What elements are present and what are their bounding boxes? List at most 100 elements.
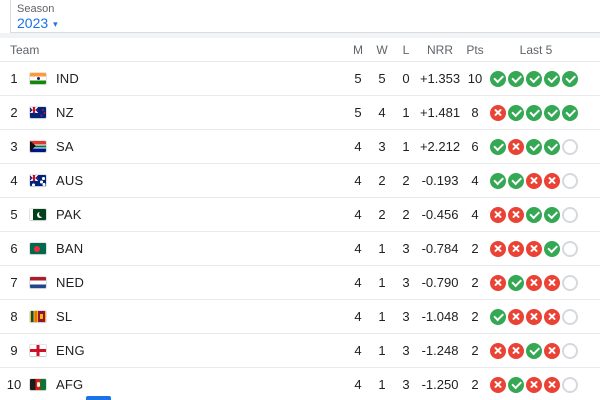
last5-results: [488, 70, 584, 87]
wins-value: 3: [378, 139, 386, 154]
result-icon: [508, 274, 524, 291]
last5-results: [488, 240, 584, 257]
result-icon: [490, 206, 506, 223]
flag-cell: [28, 345, 56, 356]
points-value: 2: [471, 275, 479, 290]
table-row[interactable]: 9 ENG 4 1 3 -1.248 2: [0, 334, 600, 368]
season-selector[interactable]: Season 2023 ▾: [10, 0, 600, 33]
result-icon: [562, 206, 578, 223]
result-icon: [562, 376, 578, 393]
result-icon: [526, 70, 542, 87]
last5-results: [488, 342, 584, 359]
table-row[interactable]: 4 AUS 4 2 2 -0.193 4: [0, 164, 600, 198]
result-icon: [508, 138, 524, 155]
wins-value: 1: [378, 309, 386, 324]
table-row[interactable]: 8 SL 4 1 3 -1.048 2: [0, 300, 600, 334]
team-flag-icon: [30, 345, 46, 356]
points-value: 2: [471, 309, 479, 324]
flag-cell: [28, 277, 56, 288]
wins-value: 2: [378, 173, 386, 188]
matches-value: 4: [354, 173, 362, 188]
wins-value: 4: [378, 105, 386, 120]
matches-value: 4: [354, 275, 362, 290]
partial-tab-indicator: [86, 396, 111, 400]
wins-value: 5: [378, 71, 386, 86]
points-value: 2: [471, 343, 479, 358]
team-flag-icon: [30, 141, 46, 152]
result-icon: [508, 206, 524, 223]
rank: 9: [10, 343, 18, 358]
header-matches: M: [353, 42, 363, 57]
rank: 7: [10, 275, 18, 290]
result-icon: [526, 240, 542, 257]
result-icon: [508, 172, 524, 189]
header-nrr: NRR: [427, 42, 453, 57]
header-wins: W: [376, 42, 388, 57]
result-icon: [544, 172, 560, 189]
table-row[interactable]: 1 IND 5 5 0 +1.353 10: [0, 62, 600, 96]
team-code: ENG: [56, 343, 85, 358]
table-row[interactable]: 5 PAK 4 2 2 -0.456 4: [0, 198, 600, 232]
rank: 6: [10, 241, 18, 256]
result-icon: [544, 240, 560, 257]
result-icon: [544, 274, 560, 291]
losses-value: 1: [402, 139, 410, 154]
result-icon: [562, 172, 578, 189]
losses-value: 1: [402, 105, 410, 120]
table-row[interactable]: 6 BAN 4 1 3 -0.784 2: [0, 232, 600, 266]
points-value: 4: [471, 173, 479, 188]
losses-value: 3: [402, 377, 410, 392]
nrr-value: -1.248: [421, 343, 459, 358]
team-flag-icon: [30, 209, 46, 220]
table-row[interactable]: 7 NED 4 1 3 -0.790 2: [0, 266, 600, 300]
last5-results: [488, 104, 584, 121]
result-icon: [562, 240, 578, 257]
table-header-row: Team M W L NRR Pts Last 5: [0, 38, 600, 62]
wins-value: 1: [378, 275, 386, 290]
matches-value: 5: [354, 71, 362, 86]
points-value: 6: [471, 139, 479, 154]
result-icon: [562, 308, 578, 325]
last5-results: [488, 308, 584, 325]
section-divider: [0, 33, 600, 38]
team-flag-icon: [30, 243, 46, 254]
season-year: 2023: [17, 15, 49, 31]
result-icon: [490, 240, 506, 257]
nrr-value: -1.250: [421, 377, 459, 392]
result-icon: [526, 138, 542, 155]
rank: 10: [6, 377, 22, 392]
result-icon: [526, 308, 542, 325]
losses-value: 2: [402, 207, 410, 222]
wins-value: 1: [378, 343, 386, 358]
result-icon: [490, 376, 506, 393]
result-icon: [490, 138, 506, 155]
result-icon: [508, 308, 524, 325]
last5-results: [488, 376, 584, 393]
matches-value: 4: [354, 207, 362, 222]
flag-cell: [28, 141, 56, 152]
rank: 2: [10, 105, 18, 120]
result-icon: [526, 274, 542, 291]
table-row[interactable]: 3 SA 4 3 1 +2.212 6: [0, 130, 600, 164]
losses-value: 0: [402, 71, 410, 86]
losses-value: 3: [402, 309, 410, 324]
team-flag-icon: [30, 277, 46, 288]
team-code: PAK: [56, 207, 82, 222]
result-icon: [544, 206, 560, 223]
matches-value: 4: [354, 343, 362, 358]
flag-cell: [28, 209, 56, 220]
losses-value: 3: [402, 241, 410, 256]
matches-value: 4: [354, 377, 362, 392]
team-flag-icon: [30, 311, 46, 322]
nrr-value: -0.193: [421, 173, 459, 188]
table-row[interactable]: 2 NZ 5 4 1 +1.481 8: [0, 96, 600, 130]
nrr-value: -0.790: [421, 275, 459, 290]
team-code: BAN: [56, 241, 84, 256]
team-flag-icon: [30, 107, 46, 118]
result-icon: [490, 274, 506, 291]
result-icon: [526, 342, 542, 359]
nrr-value: +1.353: [419, 71, 461, 86]
table-row[interactable]: 10 AFG 4 1 3 -1.250 2: [0, 368, 600, 400]
losses-value: 3: [402, 343, 410, 358]
